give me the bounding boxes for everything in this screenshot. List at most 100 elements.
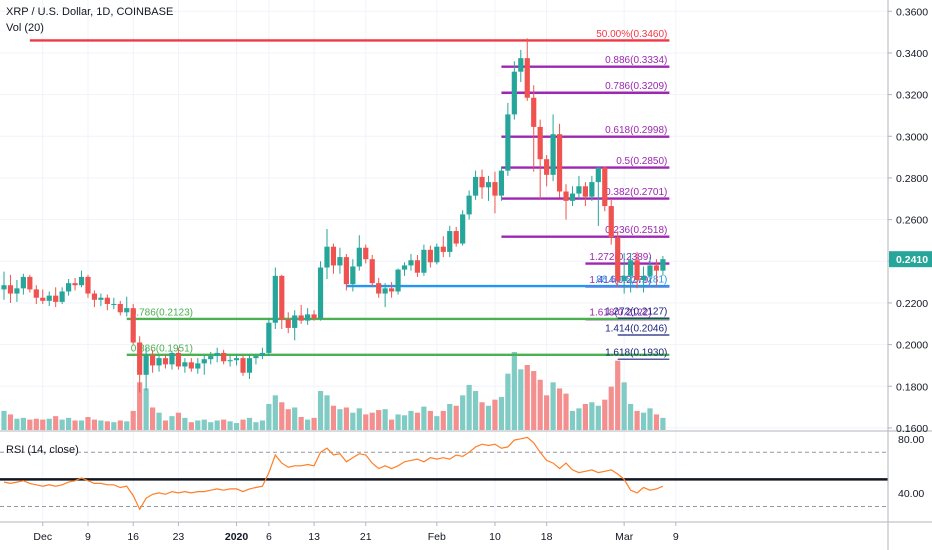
volume-bar bbox=[156, 412, 162, 430]
volume-bar bbox=[143, 388, 149, 430]
volume-bar bbox=[78, 420, 85, 430]
candle-body bbox=[1, 285, 7, 290]
time-axis-tick: 18 bbox=[541, 531, 553, 543]
volume-bar bbox=[492, 399, 498, 430]
volume-bar bbox=[660, 417, 666, 430]
volume-bar bbox=[117, 420, 123, 430]
time-axis-tick: 13 bbox=[308, 531, 320, 543]
candle-body bbox=[582, 186, 588, 197]
volume-bar bbox=[414, 412, 421, 430]
price-axis-tick: 0.3400 bbox=[896, 48, 928, 60]
candle-body bbox=[162, 358, 169, 365]
volume-bar bbox=[182, 417, 188, 430]
candle-body bbox=[472, 176, 479, 196]
volume-bar bbox=[266, 404, 272, 430]
candle-body bbox=[434, 246, 440, 263]
candle-body bbox=[117, 303, 123, 313]
volume-bar bbox=[175, 412, 182, 430]
rsi-axis-tick: 80.00 bbox=[898, 434, 924, 446]
volume-bar bbox=[485, 405, 492, 430]
candle-body bbox=[511, 71, 517, 115]
candle-body bbox=[479, 176, 485, 188]
candle-body bbox=[363, 247, 369, 260]
volume-bar bbox=[98, 420, 104, 430]
candle-body bbox=[111, 303, 117, 305]
price-axis-tick: 0.2000 bbox=[896, 340, 928, 352]
candle-body bbox=[550, 134, 556, 175]
candle-body bbox=[408, 260, 414, 266]
candle-body bbox=[285, 319, 291, 328]
volume-bar bbox=[91, 419, 98, 430]
volume-bar bbox=[382, 409, 388, 430]
candle-body bbox=[85, 276, 91, 294]
volume-bar bbox=[363, 414, 369, 430]
rsi-indicator-label: RSI (14, close) bbox=[6, 444, 79, 456]
candle-body bbox=[440, 246, 446, 252]
volume-bar bbox=[149, 407, 156, 430]
price-axis-tick: 0.2600 bbox=[896, 215, 928, 227]
volume-bar bbox=[137, 382, 143, 430]
candle-body bbox=[608, 206, 614, 238]
fib-level-label: 1.414(0.2279) bbox=[589, 275, 651, 286]
candle-body bbox=[66, 283, 72, 292]
volume-bar bbox=[59, 419, 65, 430]
volume-bar bbox=[621, 382, 627, 430]
candle-body bbox=[227, 360, 233, 362]
candle-body bbox=[188, 362, 194, 369]
volume-bar bbox=[337, 409, 343, 430]
fib-level-label: 0.618(0.2998) bbox=[605, 125, 667, 136]
volume-bar bbox=[324, 395, 330, 430]
volume-bar bbox=[46, 418, 52, 430]
fib-level-label: 50.00%(0.3460) bbox=[596, 29, 667, 40]
fib-level-label: 1.272(0.2127) bbox=[605, 307, 667, 318]
candle-body bbox=[59, 291, 65, 302]
candles bbox=[1, 38, 666, 393]
candle-body bbox=[208, 356, 214, 360]
time-axis-tick: Feb bbox=[428, 531, 446, 543]
volume-bar bbox=[653, 414, 660, 430]
volume-bar bbox=[531, 371, 537, 430]
volume-bar bbox=[311, 417, 317, 430]
time-axis-tick: Mar bbox=[615, 531, 634, 543]
volume-bar bbox=[427, 410, 433, 430]
price-axis-tick: 0.2200 bbox=[896, 298, 928, 310]
volume-bar bbox=[498, 397, 505, 430]
volume-bar bbox=[227, 421, 233, 430]
volume-bar bbox=[440, 410, 446, 430]
candle-body bbox=[259, 352, 265, 357]
time-axis-tick: 9 bbox=[673, 531, 679, 543]
volume-bar bbox=[479, 402, 485, 430]
volume-bar bbox=[350, 412, 356, 430]
volume-bar bbox=[401, 415, 408, 430]
volume-bar bbox=[305, 419, 311, 430]
volume-bar bbox=[389, 419, 395, 430]
volume-bar bbox=[14, 418, 20, 430]
candle-body bbox=[498, 170, 505, 196]
volume-bar bbox=[395, 414, 401, 430]
candle-body bbox=[453, 231, 459, 244]
volume-bar bbox=[111, 422, 117, 430]
volume-bar bbox=[253, 422, 259, 430]
fib-level-label: 0.786(0.2123) bbox=[131, 307, 193, 318]
price-axis-tick: 0.3600 bbox=[896, 6, 928, 18]
candle-body bbox=[292, 315, 298, 328]
fib-level-label: 0.382(0.2701) bbox=[605, 187, 667, 198]
volume-bar bbox=[246, 417, 253, 430]
volume-bar bbox=[576, 408, 582, 430]
volume-bar bbox=[447, 404, 453, 430]
volume-bar bbox=[434, 416, 440, 430]
rsi-pane bbox=[0, 436, 888, 511]
volume-bar bbox=[556, 388, 563, 430]
candle-body bbox=[485, 182, 492, 188]
candle-body bbox=[14, 288, 20, 294]
volume-bar bbox=[233, 423, 240, 430]
volume-bar bbox=[369, 412, 375, 430]
candle-body bbox=[518, 58, 524, 72]
candle-body bbox=[621, 275, 627, 282]
fib-level-label: 1.414(0.2046) bbox=[605, 324, 667, 335]
candle-body bbox=[350, 266, 356, 285]
candle-body bbox=[447, 231, 453, 252]
volume-bar bbox=[647, 408, 653, 430]
candle-body bbox=[78, 276, 85, 286]
